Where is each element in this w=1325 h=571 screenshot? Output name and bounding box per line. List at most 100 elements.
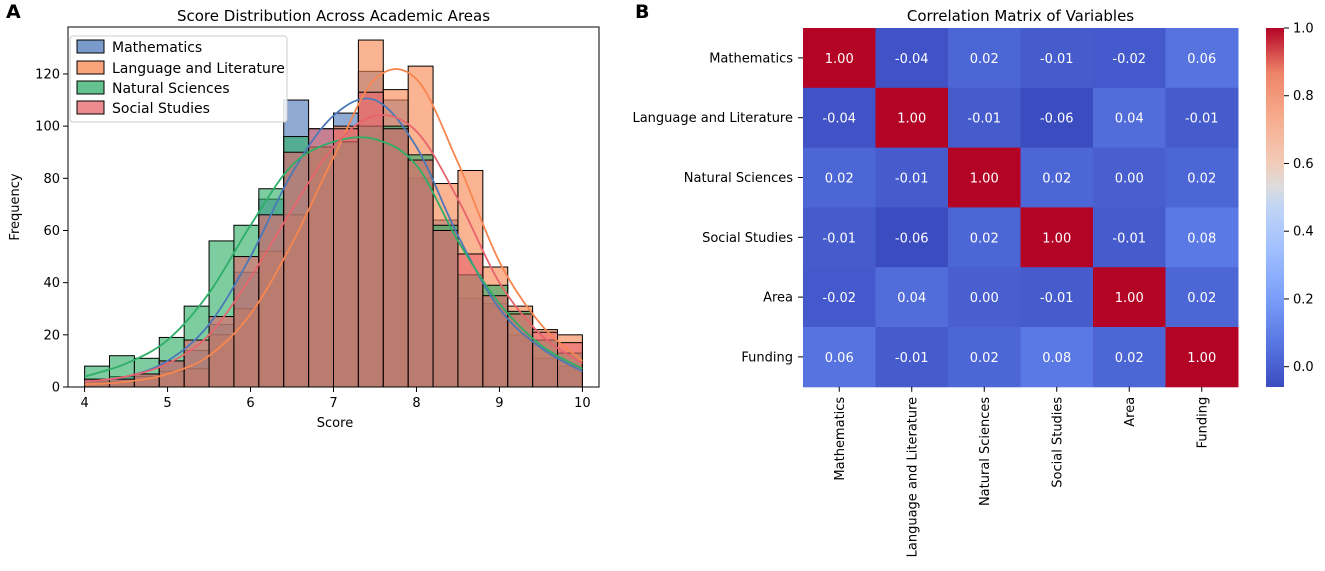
heatmap-cell-label-0-3: -0.01	[1040, 52, 1074, 67]
heatmap-cell-label-1-3: -0.06	[1040, 112, 1074, 127]
y-tick-label-120: 120	[35, 67, 60, 82]
heatmap-cell-1-0	[803, 87, 876, 149]
heatmap-column-label-language-and-literature: Language and Literature	[905, 397, 920, 558]
legend-label-social-studies: Social Studies	[112, 101, 210, 117]
colorbar-tick-label-4: 0.8	[1293, 89, 1314, 104]
heatmap-cell-label-0-0: 1.00	[825, 52, 854, 67]
heatmap-cell-label-3-3: 1.00	[1042, 231, 1071, 246]
histogram-x-ticks: 4 5 6 7 8 9 10	[80, 387, 591, 411]
heatmap-cell-label-0-1: -0.04	[895, 52, 929, 67]
x-tick-label-5: 5	[163, 396, 171, 411]
heatmap-cell-0-2	[948, 28, 1021, 89]
heatmap-cell-label-5-0: 0.06	[825, 351, 854, 366]
heatmap-cell-5-4	[1093, 327, 1166, 388]
heatmap-cell-label-2-3: 0.02	[1042, 172, 1071, 187]
histogram-chart: Score Distribution Across Academic Areas…	[8, 7, 600, 431]
heatmap-cell-5-2	[948, 327, 1021, 388]
heatmap-cell-3-3	[1020, 207, 1094, 268]
heatmap-cell-2-3	[1020, 147, 1094, 208]
heatmap-cell-2-5	[1165, 147, 1239, 208]
heatmap-cell-label-2-5: 0.02	[1187, 172, 1216, 187]
heatmap-cell-label-4-1: 0.04	[897, 291, 926, 306]
colorbar: 0.0 0.2 0.4 0.6 0.8 1.0	[1266, 22, 1314, 387]
heatmap-cell-5-5	[1165, 327, 1239, 388]
heatmap-cell-label-3-4: -0.01	[1112, 231, 1146, 246]
x-tick-label-9: 9	[495, 396, 503, 411]
heatmap-cell-label-4-3: -0.01	[1040, 291, 1074, 306]
heatmap-cell-5-3	[1020, 327, 1094, 388]
histogram-kde-curves	[84, 68, 584, 386]
heatmap-cell-2-0	[803, 147, 876, 208]
panel-letter-b: B	[635, 1, 649, 23]
x-tick-label-6: 6	[246, 396, 254, 411]
histogram-bar-social-studies-9	[308, 128, 334, 387]
heatmap-cell-0-4	[1093, 28, 1166, 89]
heatmap-cell-label-3-0: -0.01	[822, 231, 856, 246]
heatmap-cell-3-1	[875, 207, 949, 268]
heatmap-cell-label-5-5: 1.00	[1187, 351, 1216, 366]
histogram-title: Score Distribution Across Academic Areas	[177, 7, 490, 25]
heatmap-cell-1-3	[1020, 87, 1094, 149]
heatmap-cell-1-2	[948, 87, 1021, 149]
heatmap-cell-label-1-5: -0.01	[1185, 112, 1219, 127]
heatmap-column-label-area: Area	[1123, 397, 1138, 427]
heatmap-cell-0-1	[875, 28, 949, 89]
heatmap-column-label-mathematics: Mathematics	[833, 397, 848, 481]
y-tick-label-60: 60	[43, 224, 60, 239]
y-tick-label-100: 100	[35, 120, 60, 135]
heatmap-cell-label-0-2: 0.02	[970, 52, 999, 67]
heatmap-cell-1-4	[1093, 87, 1166, 149]
histogram-bar-social-studies-7	[258, 214, 285, 387]
panel-letter-a: A	[6, 1, 21, 23]
heatmap-cell-label-1-4: 0.04	[1115, 112, 1144, 127]
colorbar-tick-label-0: 0.0	[1293, 360, 1314, 375]
heatmap-row-label-natural-sciences: Natural Sciences	[684, 171, 793, 186]
histogram-bar-social-studies-12	[382, 128, 409, 387]
heatmap-cell-3-0	[803, 207, 876, 268]
colorbar-tick-label-5: 1.0	[1293, 22, 1314, 37]
heatmap-cell-label-4-0: -0.02	[822, 291, 856, 306]
heatmap-cell-label-2-4: 0.00	[1115, 172, 1144, 187]
legend-label-mathematics: Mathematics	[112, 40, 202, 56]
x-tick-label-7: 7	[329, 396, 337, 411]
y-tick-label-40: 40	[43, 276, 60, 291]
legend-swatch-natural-sciences	[76, 80, 105, 95]
heatmap-cell-4-5	[1165, 267, 1239, 328]
heatmap-cell-4-1	[875, 267, 949, 328]
y-tick-label-0: 0	[52, 381, 60, 396]
histogram-legend: Mathematics Language and Literature Natu…	[69, 35, 288, 123]
heatmap-cell-label-4-5: 0.02	[1187, 291, 1216, 306]
colorbar-tick-label-1: 0.2	[1293, 292, 1314, 307]
heatmap-cell-4-4	[1093, 267, 1166, 328]
y-tick-label-80: 80	[43, 172, 60, 187]
heatmap-cell-label-1-0: -0.04	[822, 112, 856, 127]
legend-swatch-mathematics	[76, 39, 105, 54]
histogram-bar-social-studies-10	[333, 128, 359, 387]
x-tick-label-10: 10	[574, 396, 591, 411]
kde-curve-language-and-literature	[84, 68, 584, 386]
heatmap-cell-3-5	[1165, 207, 1239, 268]
histogram-y-label: Frequency	[8, 173, 23, 240]
heatmap-column-labels: Mathematics Language and Literature Natura…	[833, 386, 1210, 558]
y-tick-label-20: 20	[43, 328, 60, 343]
kde-curve-natural-sciences	[84, 136, 583, 378]
heatmap-cell-label-1-2: -0.01	[967, 112, 1001, 127]
histogram-bar-social-studies-17	[507, 313, 534, 387]
heatmap-cell-label-5-1: -0.01	[895, 351, 929, 366]
legend-label-natural-sciences: Natural Sciences	[112, 81, 230, 97]
heatmap-cell-label-0-4: -0.02	[1112, 52, 1146, 67]
histogram-x-label: Score	[317, 416, 353, 431]
heatmap-cell-0-3	[1020, 28, 1094, 89]
heatmap-row-label-area: Area	[763, 291, 793, 306]
heatmap-cell-2-1	[875, 147, 949, 208]
legend-label-language-literature: Language and Literature	[112, 61, 285, 77]
heatmap-column-label-funding: Funding	[1195, 397, 1210, 449]
heatmap-cell-4-3	[1020, 267, 1094, 328]
kde-curve-social-studies	[84, 114, 583, 383]
heatmap-column-label-natural-sciences: Natural Sciences	[978, 397, 993, 506]
heatmap-cell-label-3-1: -0.06	[895, 231, 929, 246]
colorbar-tick-label-3: 0.6	[1293, 157, 1314, 172]
heatmap-cell-4-0	[803, 267, 876, 328]
x-tick-label-4: 4	[80, 396, 88, 411]
